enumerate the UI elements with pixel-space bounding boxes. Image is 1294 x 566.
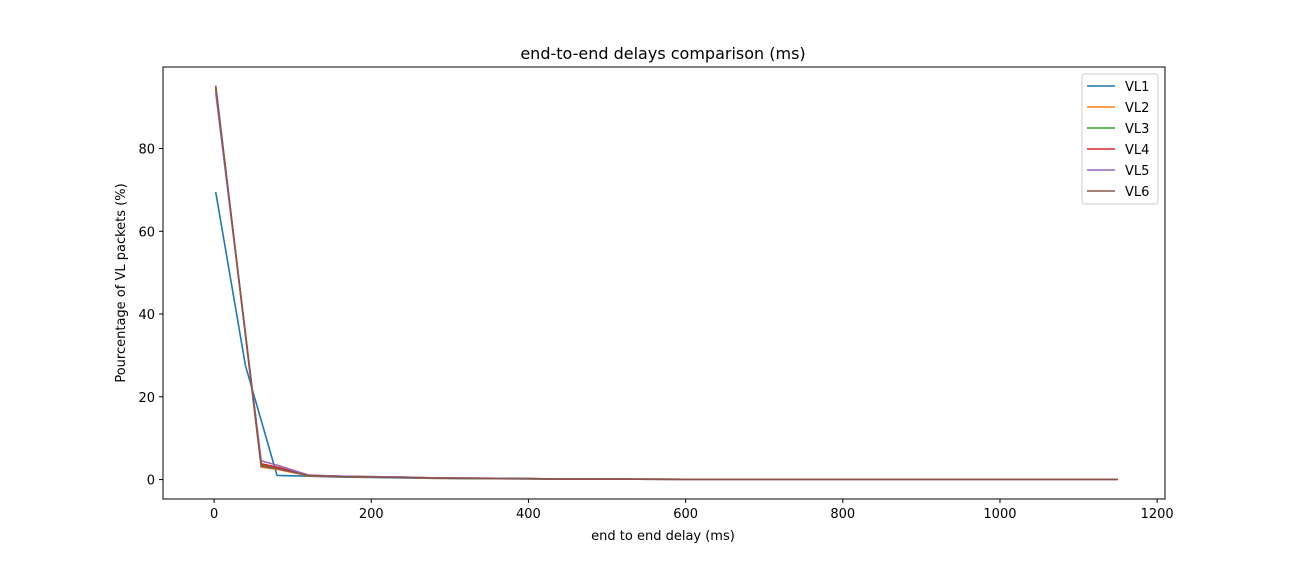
x-tick-label: 400 xyxy=(516,507,541,522)
plot-frame xyxy=(162,66,1166,500)
y-axis: 0 20 40 60 80 xyxy=(138,143,163,489)
x-axis: 0 200 400 600 800 1000 1200 xyxy=(210,499,1174,522)
x-tick-label: 1000 xyxy=(983,507,1016,522)
x-tick-label: 800 xyxy=(830,507,855,522)
y-tick-label: 80 xyxy=(138,143,155,158)
legend: VL1 VL2 VL3 VL4 VL5 VL6 xyxy=(1081,73,1159,205)
x-tick-label: 1200 xyxy=(1141,507,1174,522)
legend-label-vl6: VL6 xyxy=(1125,185,1149,200)
y-tick-label: 40 xyxy=(138,308,155,323)
x-tick-label: 600 xyxy=(673,507,698,522)
legend-label-vl5: VL5 xyxy=(1125,164,1149,179)
y-tick-label: 20 xyxy=(138,391,155,406)
chart-title: end-to-end delays comparison (ms) xyxy=(520,44,805,63)
legend-label-vl3: VL3 xyxy=(1125,122,1149,137)
legend-label-vl1: VL1 xyxy=(1125,80,1149,95)
legend-label-vl2: VL2 xyxy=(1125,101,1149,116)
series-layer xyxy=(214,85,1118,481)
legend-label-vl4: VL4 xyxy=(1125,143,1149,158)
x-tick-label: 0 xyxy=(210,507,218,522)
x-axis-label: end to end delay (ms) xyxy=(591,529,735,544)
y-tick-label: 0 xyxy=(147,474,155,489)
y-tick-label: 60 xyxy=(138,225,155,240)
x-tick-label: 200 xyxy=(359,507,384,522)
series-line-vl6 xyxy=(214,85,1118,481)
y-axis-label: Pourcentage of VL packets (%) xyxy=(114,183,129,382)
